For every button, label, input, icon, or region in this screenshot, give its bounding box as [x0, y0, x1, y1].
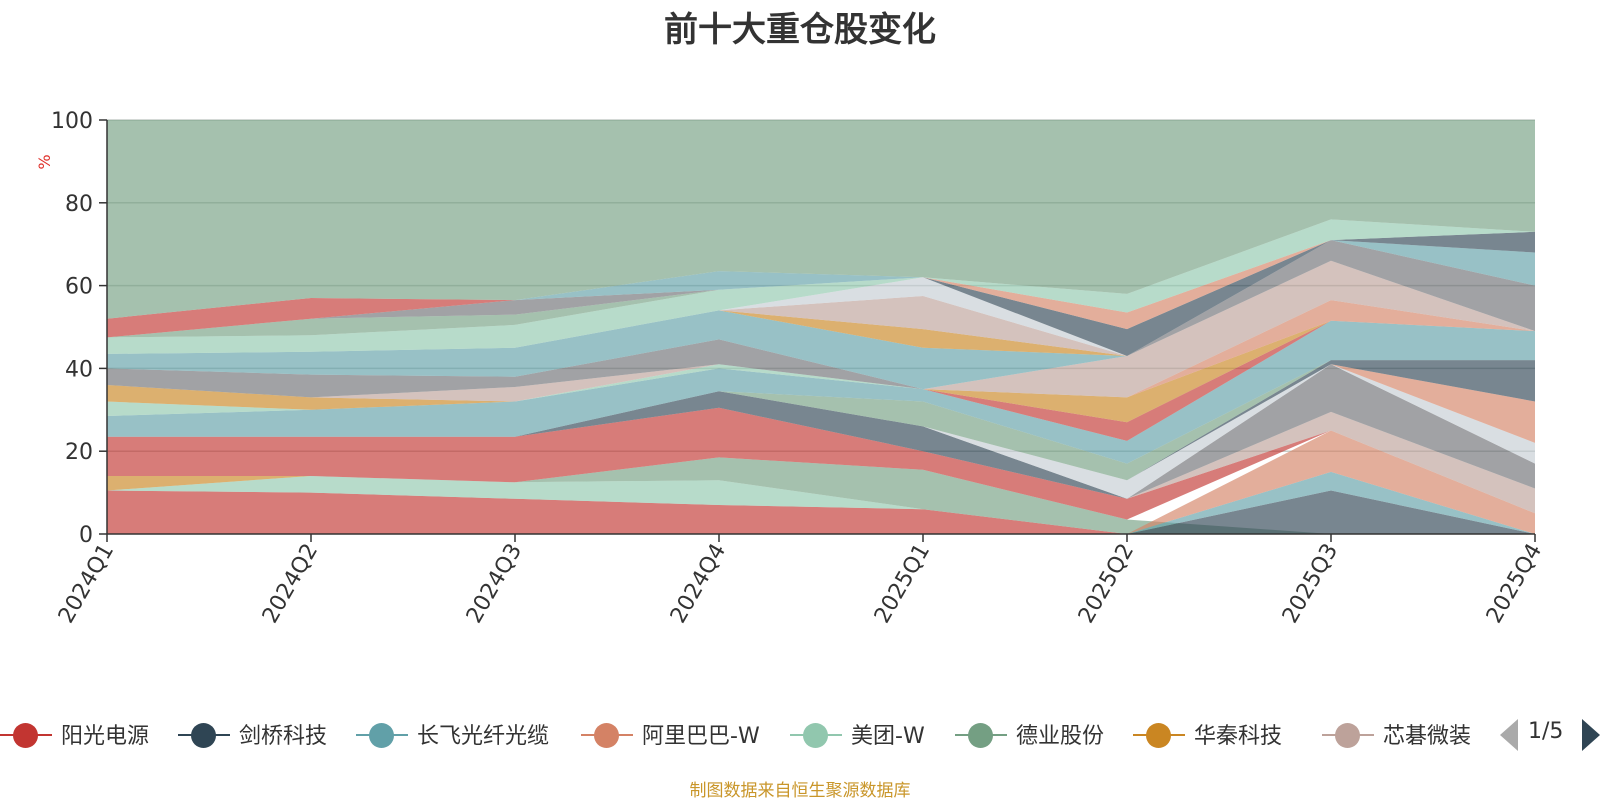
- y-axis-label: %: [35, 154, 54, 169]
- area-layer-13: [107, 360, 1535, 481]
- legend-label: 阿里巴巴-W: [642, 724, 760, 749]
- legend-prev-page-icon[interactable]: [1500, 719, 1518, 751]
- area-layer-9: [107, 391, 1535, 514]
- x-tick-label-2025Q1: 2025Q1: [870, 540, 935, 628]
- area-layer-30: [107, 219, 1535, 338]
- area-layer-0: [107, 490, 1535, 534]
- x-tick-label-2024Q1: 2024Q1: [54, 540, 119, 628]
- area-layers: [107, 120, 1535, 534]
- legend-page-indicator: 1/5: [1528, 719, 1564, 744]
- legend-circle-icon: [369, 723, 394, 748]
- area-layer-27: [107, 231, 1535, 356]
- legend-circle-icon: [1146, 723, 1171, 748]
- legend-label: 德业股份: [1016, 724, 1105, 749]
- y-tick-label-100: 100: [51, 109, 93, 134]
- x-tick-label-2025Q4: 2025Q4: [1482, 540, 1547, 628]
- legend-item[interactable]: 德业股份: [955, 715, 1155, 755]
- legend-next-page-icon[interactable]: [1582, 719, 1600, 751]
- x-tick-label-2024Q3: 2024Q3: [462, 540, 527, 628]
- legend-item[interactable]: 阳光电源: [0, 715, 200, 755]
- area-layer-15: [107, 320, 1535, 464]
- legend-item[interactable]: 长飞光纤光缆: [356, 715, 556, 755]
- legend-item[interactable]: 美团-W: [790, 715, 990, 755]
- area-layer-2: [107, 457, 1535, 534]
- area-layer-23: [107, 240, 1535, 390]
- legend-circle-icon: [1335, 723, 1360, 748]
- legend-label: 剑桥科技: [239, 724, 328, 749]
- legend-label: 阳光电源: [61, 724, 150, 749]
- legend-label: 美团-W: [851, 724, 925, 749]
- legend-circle-icon: [968, 723, 993, 748]
- source-footnote: 制图数据来自恒生聚源数据库: [689, 781, 911, 801]
- area-layer-34: [107, 120, 1535, 319]
- legend-label: 芯碁微装: [1383, 724, 1472, 749]
- area-layer-11: [107, 364, 1535, 499]
- legend-item[interactable]: 芯碁微装: [1322, 715, 1522, 755]
- area-layer-8: [107, 391, 1535, 514]
- y-tick-label-40: 40: [65, 357, 93, 382]
- area-layer-1: [107, 476, 1535, 534]
- legend-circle-icon: [803, 723, 828, 748]
- area-layer-7: [107, 407, 1535, 520]
- area-layer-26: [107, 240, 1535, 356]
- legend-item[interactable]: 剑桥科技: [178, 715, 378, 755]
- area-layer-5: [107, 430, 1535, 534]
- y-tick-label-20: 20: [65, 440, 93, 465]
- legend-label: 华秦科技: [1194, 724, 1283, 749]
- y-tick-label-60: 60: [65, 275, 93, 300]
- legend-label: 长飞光纤光缆: [417, 724, 550, 749]
- x-tick-label-2025Q3: 2025Q3: [1278, 540, 1343, 628]
- area-layer-19: [107, 300, 1535, 402]
- x-tick-label-2024Q2: 2024Q2: [258, 540, 323, 628]
- y-tick-label-0: 0: [79, 523, 93, 548]
- x-tick-label-2024Q4: 2024Q4: [666, 540, 731, 628]
- area-layer-21: [107, 240, 1535, 398]
- legend-item[interactable]: 华秦科技: [1133, 715, 1333, 755]
- area-layer-20: [107, 260, 1535, 402]
- legend-circle-icon: [191, 723, 216, 748]
- area-layer-4: [107, 471, 1535, 534]
- area-layer-18: [107, 320, 1535, 423]
- legend-item[interactable]: 阿里巴巴-W: [581, 715, 781, 755]
- x-tick-label-2025Q2: 2025Q2: [1074, 540, 1139, 628]
- chart-title: 前十大重仓股变化: [664, 10, 936, 50]
- y-tick-label-80: 80: [65, 192, 93, 217]
- area-layer-12: [107, 364, 1535, 481]
- area-layer-31: [107, 219, 1535, 338]
- area-layer-29: [107, 219, 1535, 354]
- legend-circle-icon: [13, 723, 38, 748]
- legend-circle-icon: [594, 723, 619, 748]
